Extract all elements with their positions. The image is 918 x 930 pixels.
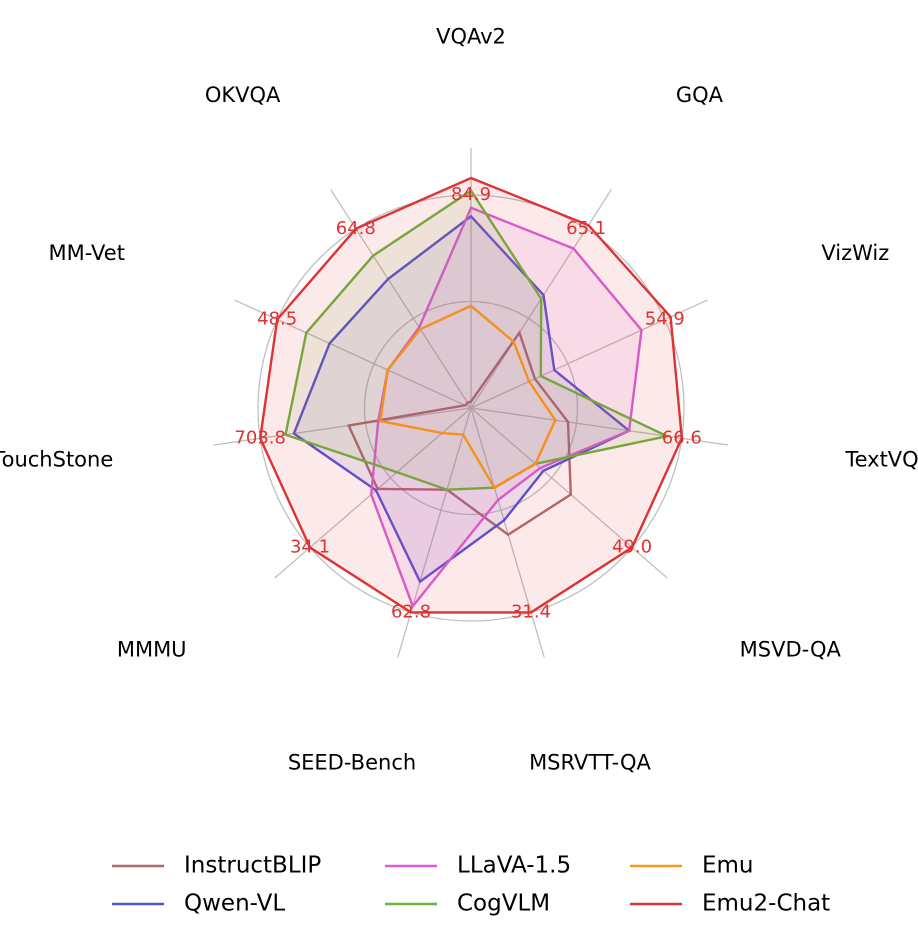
value-label-touchstone: 703.8: [234, 427, 286, 448]
legend-label-llava-1-5: LLaVA-1.5: [457, 853, 571, 879]
spoke-msvd-qa: [470, 407, 668, 579]
value-label-msvd-qa: 49.0: [612, 537, 652, 558]
spoke-touchstone: [213, 407, 472, 446]
axis-label-msrvtt-qa: MSRVTT-QA: [529, 751, 651, 775]
spoke-okvqa: [329, 189, 472, 409]
value-label-msrvtt-qa: 31.4: [511, 601, 551, 622]
axis-label-vqav2: VQAv2: [436, 24, 506, 48]
axis-label-gqa: GQA: [676, 83, 724, 107]
series-line-emu2-chat: [258, 176, 684, 614]
spoke-vizwiz: [470, 299, 708, 409]
axis-label-textvqa: TextVQA: [844, 448, 918, 472]
legend-label-qwen-vl: Qwen-VL: [184, 891, 285, 917]
value-label-seed-bench: 62.8: [391, 601, 431, 622]
value-label-vqav2: 84.9: [451, 184, 491, 205]
axis-label-mm-vet: MM-Vet: [48, 241, 124, 265]
value-label-okvqa: 64.8: [336, 218, 376, 239]
axis-label-msvd-qa: MSVD-QA: [740, 638, 842, 662]
series-line-emu: [378, 304, 557, 490]
spoke-msrvtt-qa: [470, 407, 545, 658]
legend-label-emu: Emu: [702, 853, 754, 879]
spoke-mm-vet: [234, 299, 472, 409]
axis-label-seed-bench: SEED-Bench: [288, 751, 416, 775]
series-line-cogvlm: [284, 189, 671, 491]
axis-label-mmmu: MMMU: [117, 638, 187, 662]
legend-label-cogvlm: CogVLM: [457, 891, 550, 917]
axis-labels: VQAv2 GQA VizWiz TextVQA MSVD-QA MSRVTT-QA SEE…: [0, 24, 918, 774]
series-fill-llava-1-5: [371, 207, 642, 607]
series-fill-emu2-chat: [260, 178, 682, 613]
value-label-mmmu: 34.1: [290, 537, 330, 558]
spoke-seed-bench: [397, 407, 472, 658]
radar-series: [258, 176, 684, 614]
value-label-vizwiz: 54.9: [645, 309, 685, 330]
value-labels: 84.9 65.1 54.9 66.6 49.0 31.4 62.8 34.1 703.8 48.…: [234, 184, 701, 622]
spoke-mmmu: [274, 407, 472, 579]
legend: InstructBLIP Qwen-VL LLaVA-1.5 CogVLM Emu Emu…: [112, 853, 830, 917]
series-line-instructblip: [346, 330, 573, 537]
axis-label-okvqa: OKVQA: [205, 83, 281, 107]
spoke-textvqa: [470, 407, 729, 446]
series-line-qwen-vl: [292, 214, 632, 584]
value-label-gqa: 65.1: [566, 218, 606, 239]
legend-label-instructblip: InstructBLIP: [184, 853, 321, 879]
legend-label-emu2-chat: Emu2-Chat: [702, 891, 830, 917]
value-label-mm-vet: 48.5: [257, 309, 297, 330]
axis-label-vizwiz: VizWiz: [821, 241, 889, 265]
axis-label-touchstone: TouchStone: [0, 448, 113, 472]
value-label-textvqa: 66.6: [662, 427, 702, 448]
